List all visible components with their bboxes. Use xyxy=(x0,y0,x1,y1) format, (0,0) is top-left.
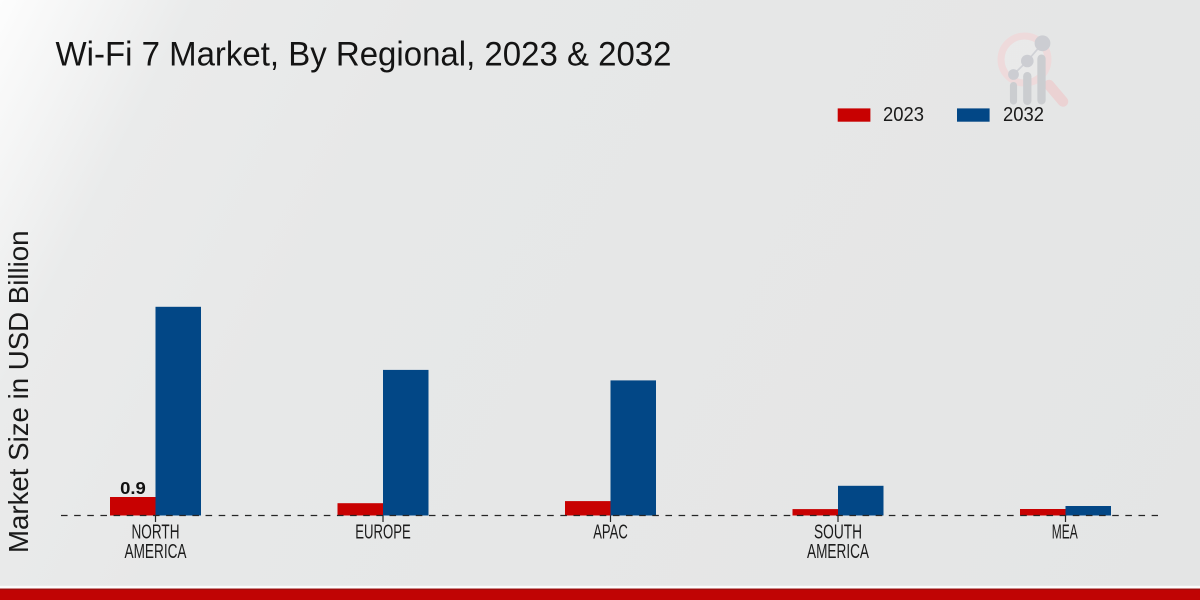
svg-text:0.9: 0.9 xyxy=(120,478,146,498)
svg-text:MEA: MEA xyxy=(1052,522,1078,544)
svg-text:Wi-Fi 7 Market, By Regional, 2: Wi-Fi 7 Market, By Regional, 2023 & 2032 xyxy=(56,36,672,74)
svg-text:SOUTH: SOUTH xyxy=(814,522,862,544)
svg-text:Market Size in USD Billion: Market Size in USD Billion xyxy=(3,231,34,554)
svg-text:EUROPE: EUROPE xyxy=(355,522,411,544)
svg-text:AMERICA: AMERICA xyxy=(807,541,869,563)
svg-text:AMERICA: AMERICA xyxy=(125,541,187,563)
svg-text:2023: 2023 xyxy=(883,103,924,126)
svg-text:APAC: APAC xyxy=(593,522,628,544)
svg-text:2032: 2032 xyxy=(1003,103,1044,126)
svg-text:NORTH: NORTH xyxy=(132,522,180,544)
